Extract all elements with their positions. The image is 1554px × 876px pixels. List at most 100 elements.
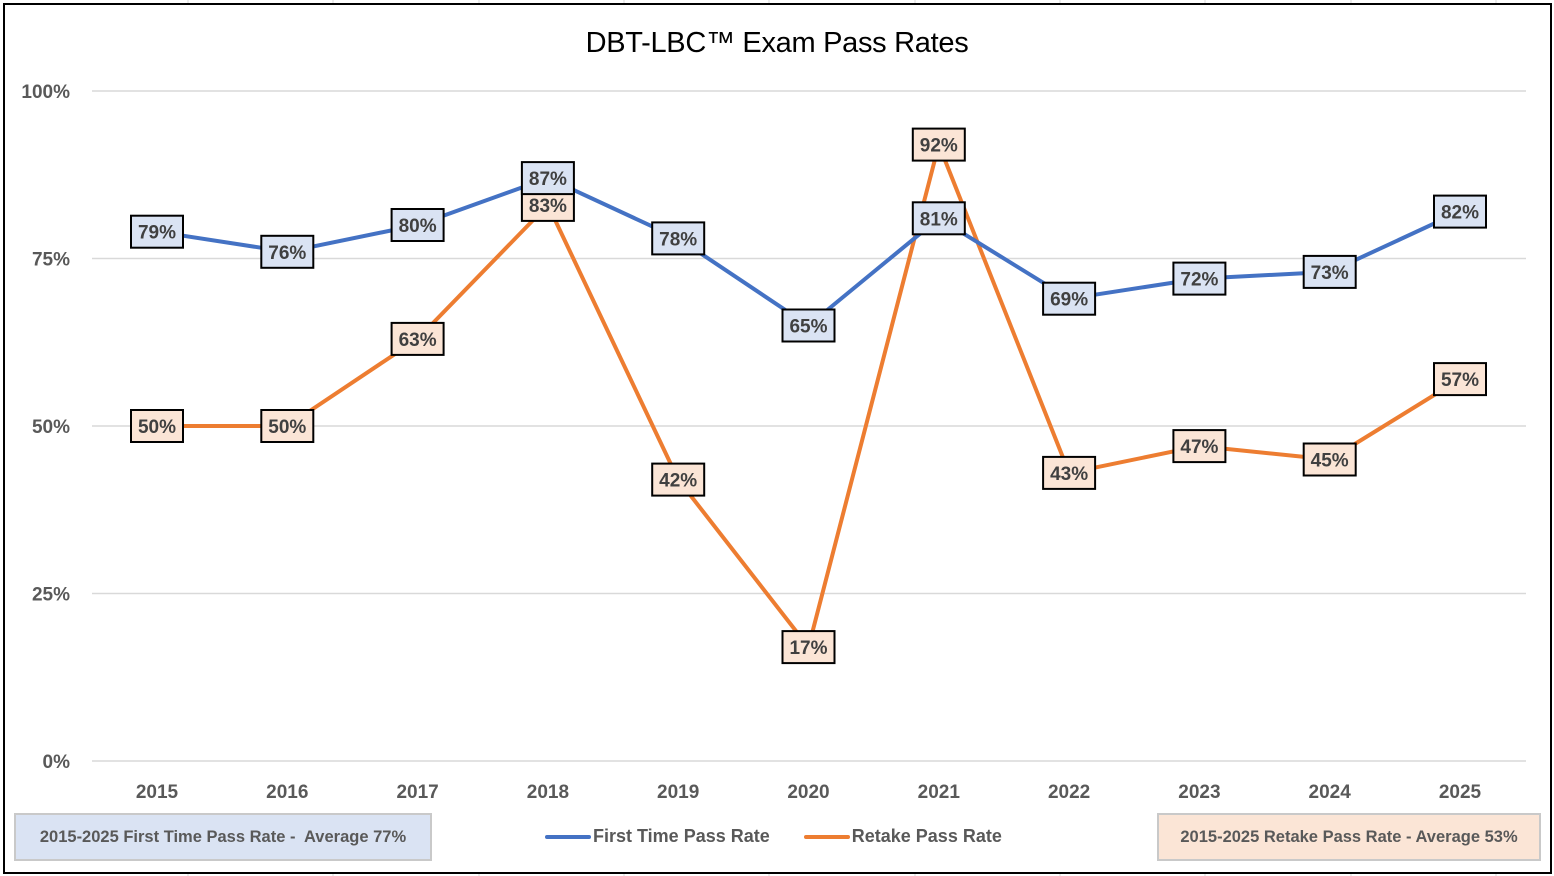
x-tick-label: 2021	[918, 782, 961, 803]
data-label-text: 80%	[399, 216, 437, 237]
data-label: 63%	[390, 321, 445, 356]
data-label-text: 82%	[1441, 203, 1479, 224]
retake-average-text: 2015-2025 Retake Pass Rate - Average 53%	[1180, 827, 1518, 846]
data-label: 47%	[1172, 429, 1227, 464]
legend-label-retake: Retake Pass Rate	[851, 826, 1002, 846]
legend-label-first-time: First Time Pass Rate	[593, 826, 770, 846]
data-label-text: 43%	[1050, 464, 1088, 485]
data-label-text: 87%	[529, 169, 567, 190]
data-label-text: 17%	[789, 638, 827, 659]
data-label: 45%	[1302, 442, 1357, 477]
x-tick-label: 2018	[527, 782, 569, 803]
data-label-text: 65%	[789, 317, 827, 338]
data-label-box	[1302, 442, 1357, 477]
data-label: 80%	[390, 208, 445, 242]
data-label-box	[781, 630, 836, 665]
y-axis-tick-labels: 0% 25% 50% 75% 100%	[21, 82, 70, 773]
data-label: 50%	[130, 409, 184, 443]
data-label-box	[1433, 194, 1487, 229]
data-label-box	[520, 161, 575, 196]
series-lines	[155, 142, 1462, 650]
data-label-box	[1172, 261, 1227, 296]
data-label: 76%	[260, 234, 315, 269]
first-time-average-text: 2015-2025 First Time Pass Rate - Average…	[39, 827, 407, 846]
data-label: 78%	[651, 221, 706, 256]
data-label-box	[260, 234, 315, 269]
x-axis-tick-labels: 2015 2016 2017 2018 2019 2020 2021 2022 2023 2024…	[136, 782, 1482, 803]
legend-swatch-first-time	[545, 834, 591, 839]
data-label-box	[260, 409, 315, 443]
y-tick-label: 0%	[43, 752, 71, 773]
x-tick-label: 2022	[1048, 782, 1090, 803]
data-label-text: 78%	[659, 229, 697, 250]
data-label-box	[651, 221, 706, 256]
x-tick-label: 2015	[136, 782, 179, 803]
legend-swatch-retake	[803, 834, 850, 839]
data-label-text: 57%	[1441, 370, 1479, 391]
data-label-text: 92%	[920, 136, 958, 157]
first-time-average-box: 2015-2025 First Time Pass Rate - Average…	[14, 813, 432, 861]
x-tick-label: 2016	[266, 782, 308, 803]
data-label-box	[1433, 362, 1487, 397]
data-label-box	[1042, 281, 1097, 316]
retake-average-box: 2015-2025 Retake Pass Rate - Average 53%	[1157, 813, 1541, 861]
data-label-box	[130, 409, 184, 443]
data-label-text: 73%	[1311, 263, 1349, 284]
x-tick-label: 2023	[1178, 782, 1220, 803]
data-label-box	[1302, 254, 1357, 289]
data-label-box	[911, 201, 966, 236]
data-label: 69%	[1042, 281, 1097, 316]
data-label: 79%	[130, 214, 184, 249]
x-tick-label: 2019	[657, 782, 699, 803]
series-line-first-time	[155, 176, 1462, 328]
legend: First Time Pass Rate Retake Pass Rate	[545, 826, 1036, 847]
data-label-text: 83%	[529, 196, 567, 217]
data-labels: 50% 50% 63% 83% 42% 17% 92% 43% 47% 45% 57% 79% 76% 8…	[130, 127, 1487, 665]
data-label-box	[130, 214, 184, 249]
legend-item-retake[interactable]: Retake Pass Rate	[803, 826, 1002, 847]
data-label-text: 50%	[138, 417, 176, 438]
data-label-box	[1172, 429, 1227, 464]
chart-title: DBT-LBC™ Exam Pass Rates	[585, 27, 969, 59]
data-label-box	[911, 127, 966, 162]
gridlines	[92, 90, 1526, 762]
data-label-box	[390, 208, 445, 242]
x-tick-label: 2017	[396, 782, 438, 803]
series-line-retake	[155, 142, 1462, 650]
data-label: 65%	[781, 308, 836, 343]
x-tick-label: 2020	[787, 782, 829, 803]
data-label-text: 76%	[268, 243, 306, 264]
data-label-box	[1042, 455, 1097, 490]
data-label-text: 50%	[268, 417, 306, 438]
data-label: 72%	[1172, 261, 1227, 296]
data-label: 81%	[911, 201, 966, 236]
y-tick-label: 100%	[21, 82, 70, 103]
data-label: 73%	[1302, 254, 1357, 289]
data-label-text: 81%	[920, 209, 958, 230]
x-tick-label: 2024	[1309, 782, 1352, 803]
data-label: 17%	[781, 630, 836, 665]
x-tick-label: 2025	[1439, 782, 1482, 803]
y-tick-label: 50%	[32, 417, 70, 438]
data-label-text: 69%	[1050, 290, 1088, 311]
data-label: 82%	[1433, 194, 1487, 229]
y-tick-label: 75%	[32, 250, 70, 271]
data-label: 87%	[520, 161, 575, 196]
data-label-box	[390, 321, 445, 356]
data-label: 42%	[651, 462, 706, 497]
data-label: 50%	[260, 409, 315, 443]
data-label-text: 47%	[1180, 437, 1218, 458]
data-label-box	[651, 462, 706, 497]
data-label: 57%	[1433, 362, 1487, 397]
data-label-text: 79%	[138, 223, 176, 244]
data-label-box	[781, 308, 836, 343]
y-tick-label: 25%	[32, 585, 70, 606]
data-label-text: 45%	[1311, 451, 1349, 472]
legend-item-first-time[interactable]: First Time Pass Rate	[545, 826, 770, 847]
data-label-text: 63%	[399, 330, 437, 351]
data-label-text: 72%	[1180, 270, 1218, 291]
data-label: 92%	[911, 127, 966, 162]
data-label: 43%	[1042, 455, 1097, 490]
data-label-text: 42%	[659, 471, 697, 492]
